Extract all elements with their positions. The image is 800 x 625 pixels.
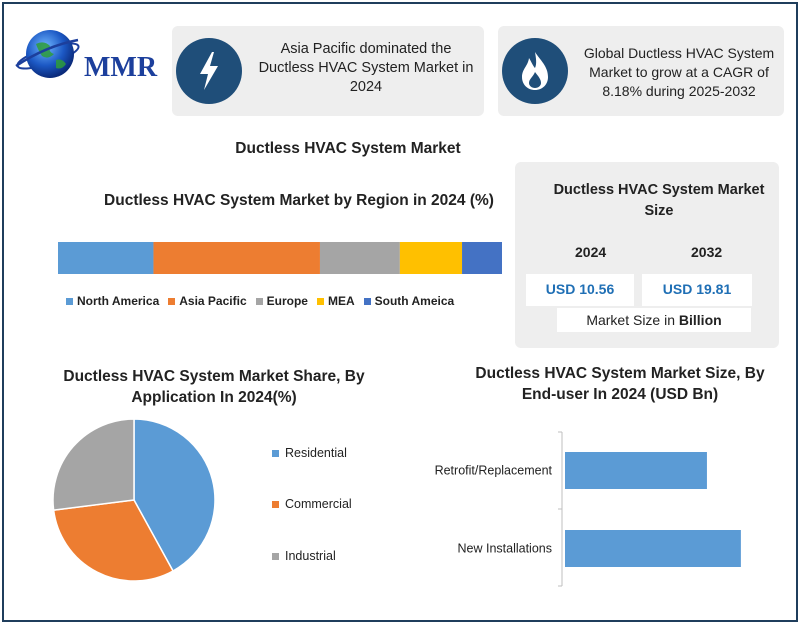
legend-swatch <box>272 552 279 560</box>
legend-swatch <box>66 297 73 305</box>
legend-item-south-ameica: South Ameica <box>363 294 455 308</box>
market-size-box: Ductless HVAC System Market Size 2024 20… <box>515 162 779 348</box>
year-2032-label: 2032 <box>691 244 723 260</box>
legend-swatch <box>272 500 279 508</box>
region-chart-title: Ductless HVAC System Market by Region in… <box>104 192 494 209</box>
legend-label: Commercial <box>285 497 352 511</box>
legend-label: South Ameica <box>374 294 455 308</box>
value-2024: USD 10.56 <box>526 274 634 306</box>
bar-segment-asia-pacific <box>153 242 320 274</box>
legend-swatch <box>316 297 324 305</box>
legend-swatch <box>363 297 371 305</box>
legend-swatch <box>255 297 263 305</box>
bar-segment-europe <box>319 242 400 274</box>
bar-retrofit-replacement <box>565 452 707 489</box>
region-legend: North America Asia Pacific Europe MEA South … <box>66 294 506 308</box>
legend-label: Residential <box>285 446 347 460</box>
legend-label: North America <box>77 294 160 308</box>
category-label-new-installations: New Installations <box>458 542 553 556</box>
bar-segment-mea <box>399 242 463 274</box>
region-stacked-bar <box>58 242 502 274</box>
unit-bold: Billion <box>678 312 722 328</box>
legend-label: Asia Pacific <box>179 294 247 308</box>
unit-prefix: Market Size in <box>586 312 676 328</box>
end-user-chart-title: Ductless HVAC System Market Size, By End… <box>475 365 765 403</box>
legend-label: MEA <box>327 294 355 308</box>
main-title: Ductless HVAC System Market <box>235 140 461 157</box>
legend-item-residential: Residential <box>272 446 347 460</box>
legend-label: Industrial <box>285 549 336 563</box>
year-2024-label: 2024 <box>575 244 607 260</box>
pie-slice-commercial <box>52 499 175 582</box>
lightning-bolt-icon <box>176 38 242 104</box>
legend-item-north-america: North America <box>66 294 159 308</box>
end-user-bar-chart: Retrofit/Replacement New Installations <box>435 431 741 587</box>
flame-icon <box>502 38 568 104</box>
info-card-text: Asia Pacific dominated the Ductless HVAC… <box>258 41 474 95</box>
market-size-title: Ductless HVAC System Market Size <box>553 182 765 219</box>
application-chart-title: Ductless HVAC System Market Share, By Ap… <box>63 368 365 406</box>
pie-slice-industrial <box>52 418 135 511</box>
bar-new-installations <box>565 530 741 567</box>
info-card-text: Global Ductless HVAC System Market to gr… <box>583 45 775 99</box>
application-pie-chart <box>52 418 216 582</box>
legend-label: Europe <box>266 294 308 308</box>
value-2032: USD 19.81 <box>642 274 752 306</box>
legend-item-industrial: Industrial <box>272 549 336 563</box>
bar-segment-north-america <box>58 242 154 274</box>
bar-segment-south-ameica <box>462 242 502 274</box>
legend-item-europe: Europe <box>255 294 308 308</box>
legend-item-commercial: Commercial <box>272 497 352 511</box>
info-card-region: Asia Pacific dominated the Ductless HVAC… <box>172 26 484 116</box>
globe-icon <box>15 30 80 78</box>
pie-slice-residential <box>133 418 216 573</box>
legend-swatch <box>272 449 279 457</box>
mmr-logo: MMR <box>14 26 164 90</box>
legend-swatch <box>168 297 176 305</box>
legend-item-mea: MEA <box>316 294 355 308</box>
legend-item-asia-pacific: Asia Pacific <box>168 294 247 308</box>
brand-name: MMR <box>84 52 158 83</box>
info-card-cagr: Global Ductless HVAC System Market to gr… <box>498 26 784 116</box>
market-size-unit: Market Size in Billion <box>557 308 751 332</box>
category-label-retrofit-replacement: Retrofit/Replacement <box>435 464 553 478</box>
